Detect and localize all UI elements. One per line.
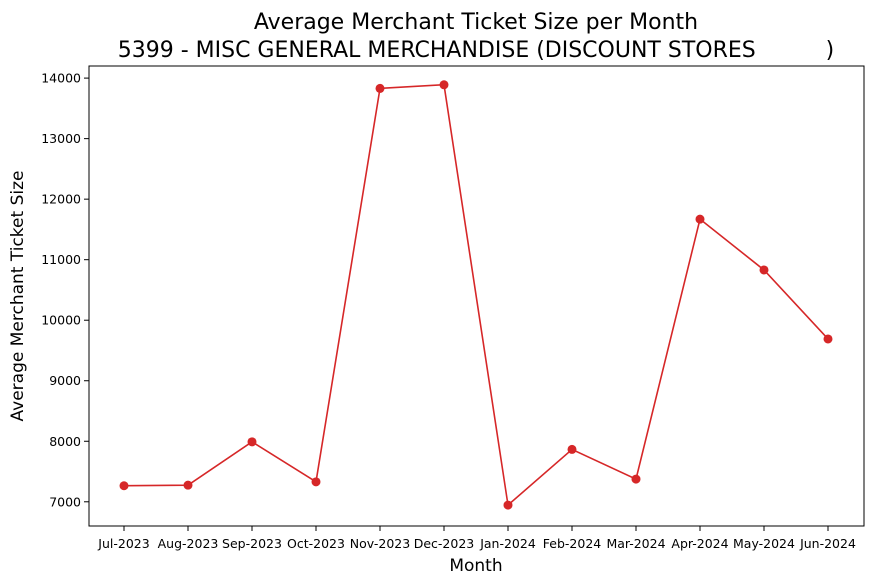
x-tick-label: Jul-2023 xyxy=(97,536,149,551)
y-tick-label: 10000 xyxy=(41,313,81,328)
data-point xyxy=(183,480,193,490)
series-markers xyxy=(119,80,833,510)
y-tick-label: 8000 xyxy=(49,434,81,449)
y-tick-label: 13000 xyxy=(41,131,81,146)
data-point xyxy=(375,83,385,93)
x-tick-label: Dec-2023 xyxy=(414,536,475,551)
y-tick-label: 12000 xyxy=(41,192,81,207)
data-point xyxy=(631,474,641,484)
y-axis-ticks: 7000 8000 9000 10000 11000 12000 13000 14000 xyxy=(41,71,89,509)
x-tick-label: Oct-2023 xyxy=(287,536,345,551)
x-axis-label: Month xyxy=(449,556,502,576)
x-tick-label: Jan-2024 xyxy=(479,536,536,551)
data-point xyxy=(247,437,257,447)
data-point xyxy=(823,334,833,344)
x-tick-label: Aug-2023 xyxy=(158,536,219,551)
x-tick-label: Sep-2023 xyxy=(222,536,282,551)
series-line xyxy=(123,83,829,507)
chart-title-line1: Average Merchant Ticket Size per Month xyxy=(254,10,698,35)
x-axis-ticks: Jul-2023 Aug-2023 Sep-2023 Oct-2023 Nov-2023… xyxy=(97,526,856,551)
data-point xyxy=(695,214,705,224)
data-point xyxy=(119,481,129,491)
data-point xyxy=(503,500,513,510)
data-point xyxy=(439,80,449,90)
y-axis-label: Average Merchant Ticket Size xyxy=(8,171,28,422)
x-tick-label: May-2024 xyxy=(733,536,795,551)
x-tick-label: Jun-2024 xyxy=(799,536,856,551)
plot-area-frame xyxy=(88,65,865,527)
x-tick-label: Mar-2024 xyxy=(606,536,665,551)
chart-title-line2: 5399 - MISC GENERAL MERCHANDISE (DISCOUN… xyxy=(118,38,835,63)
x-tick-label: Nov-2023 xyxy=(350,536,410,551)
y-tick-label: 14000 xyxy=(41,71,81,86)
x-tick-label: Apr-2024 xyxy=(671,536,728,551)
y-tick-label: 7000 xyxy=(49,494,81,509)
y-tick-label: 9000 xyxy=(49,373,81,388)
data-point xyxy=(311,477,321,487)
data-point xyxy=(759,265,769,275)
x-tick-label: Feb-2024 xyxy=(543,536,602,551)
y-tick-label: 11000 xyxy=(41,252,81,267)
data-point xyxy=(567,444,577,454)
